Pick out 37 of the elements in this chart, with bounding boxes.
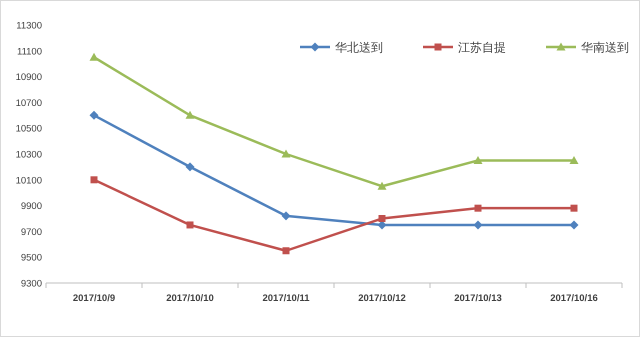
x-tick-label: 2017/10/10	[166, 293, 214, 304]
point	[282, 247, 290, 254]
y-tick-label: 11100	[16, 46, 42, 58]
point	[282, 150, 290, 158]
x-tick-label: 2017/10/9	[72, 293, 116, 304]
point	[186, 221, 194, 228]
y-tick-label: 11300	[16, 20, 42, 32]
y-tick-label: 9700	[20, 226, 42, 238]
y-tick-label: 9900	[20, 201, 42, 212]
y-tick-label: 10100	[16, 175, 42, 186]
legend-label: 江苏自提	[458, 40, 506, 54]
x-tick-label: 2017/10/13	[454, 293, 502, 304]
point	[570, 220, 578, 230]
x-tick-label: 2017/10/16	[550, 293, 598, 304]
legend-label: 华北送到	[335, 40, 383, 54]
point	[90, 176, 98, 184]
point	[378, 182, 386, 190]
legend-label: 华南送到	[581, 40, 629, 54]
y-tick-label: 10700	[16, 98, 42, 109]
y-tick-label: 10300	[16, 150, 42, 160]
y-tick-label: 9300	[20, 278, 42, 290]
point	[90, 110, 98, 120]
x-tick-label: 2017/10/12	[358, 293, 406, 304]
y-tick-label: 10500	[16, 124, 42, 135]
point	[90, 52, 98, 61]
point	[570, 156, 578, 164]
point	[378, 215, 386, 222]
point	[186, 110, 194, 119]
point	[186, 162, 194, 172]
x-tick-label: 2017/10/11	[262, 293, 310, 304]
point	[282, 211, 290, 220]
point	[474, 156, 482, 164]
point	[474, 204, 482, 212]
point	[474, 220, 482, 230]
point	[570, 204, 578, 212]
y-tick-label: 10900	[16, 72, 42, 84]
y-tick-label: 9500	[20, 252, 42, 264]
